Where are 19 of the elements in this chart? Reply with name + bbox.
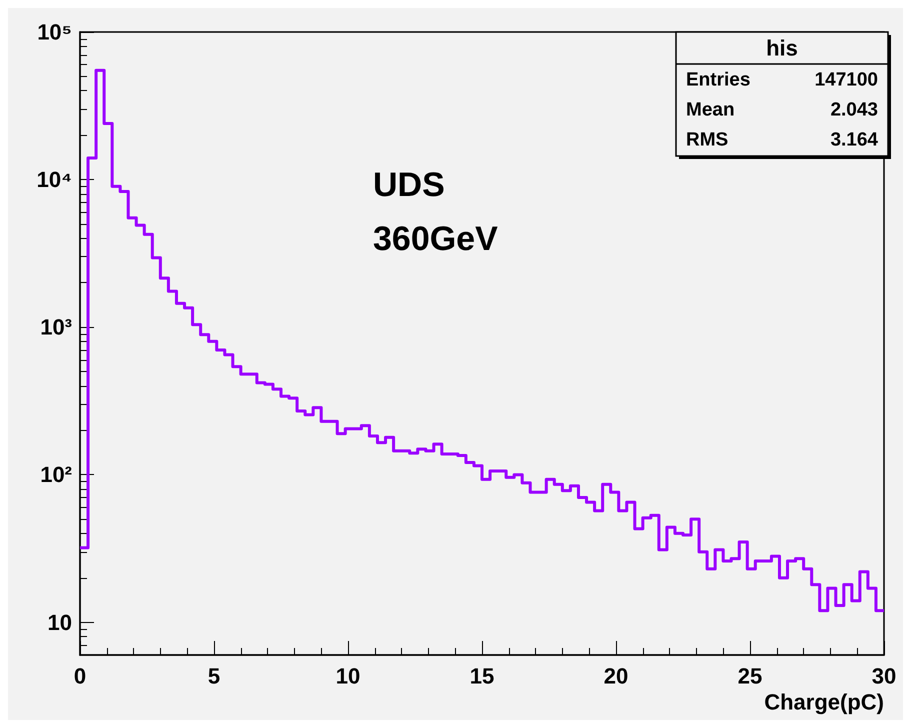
text: Mean 2.043 — [686, 100, 878, 120]
x-tick-label: 5 — [208, 664, 220, 688]
y-tick-label: 10² — [40, 462, 72, 488]
y-tick-label: 10 — [48, 610, 72, 635]
x-tick-label: 10 — [336, 664, 360, 688]
text: RMS 3.164 — [686, 130, 878, 150]
annotation: his — [766, 36, 798, 60]
y-tick-label: 10⁴ — [36, 167, 72, 192]
x-tick-label: 15 — [470, 664, 494, 688]
x-tick-label: 0 — [74, 664, 86, 688]
x-axis-title: Charge(pC) — [764, 690, 884, 714]
text: Entries 147100 — [686, 70, 878, 90]
x-tick-label: 20 — [604, 664, 628, 688]
annotation: UDS — [373, 166, 445, 204]
y-tick-label: 10⁵ — [37, 20, 72, 44]
x-tick-label: 25 — [738, 664, 762, 688]
x-tick-label: 30 — [872, 664, 896, 688]
annotation: 360GeV — [373, 220, 498, 258]
y-tick-label: 10³ — [40, 314, 72, 340]
